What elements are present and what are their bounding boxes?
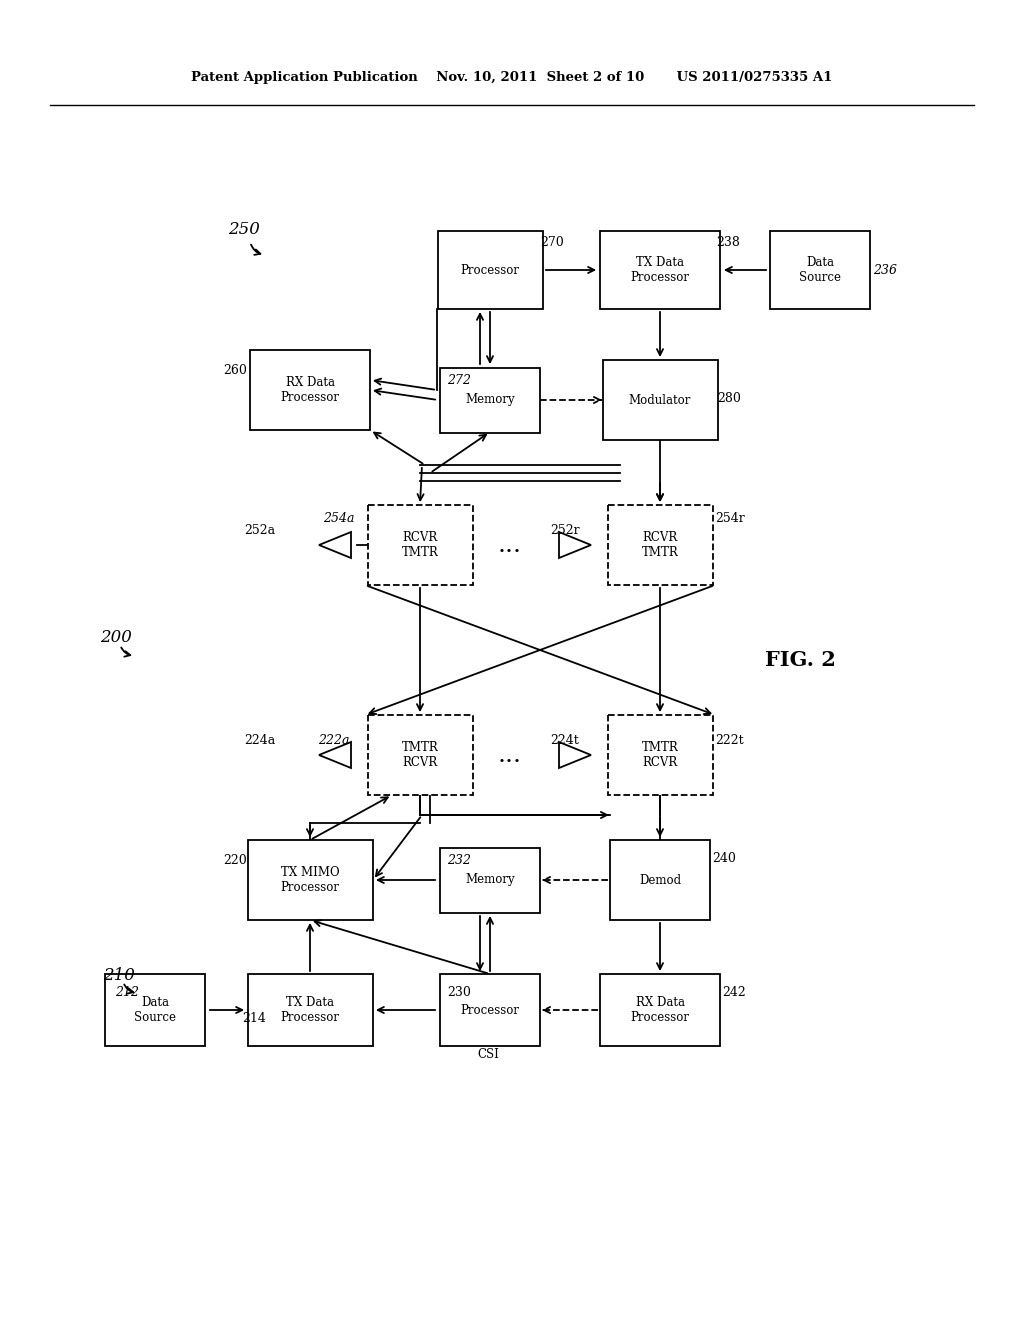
Text: 252r: 252r: [550, 524, 580, 536]
Text: 222a: 222a: [318, 734, 350, 747]
Text: 220: 220: [223, 854, 247, 866]
Text: 224t: 224t: [550, 734, 579, 747]
Text: Patent Application Publication    Nov. 10, 2011  Sheet 2 of 10       US 2011/027: Patent Application Publication Nov. 10, …: [191, 71, 833, 84]
Text: Data
Source: Data Source: [799, 256, 841, 284]
Bar: [600, 974, 720, 1045]
Text: 212: 212: [115, 986, 139, 998]
Text: 214: 214: [242, 1011, 266, 1024]
Text: TX MIMO
Processor: TX MIMO Processor: [281, 866, 340, 894]
Text: 222t: 222t: [715, 734, 743, 747]
Text: 230: 230: [447, 986, 471, 998]
Text: RCVR
TMTR: RCVR TMTR: [642, 531, 678, 558]
Text: 236: 236: [873, 264, 897, 276]
Text: TMTR
RCVR: TMTR RCVR: [642, 741, 678, 770]
Text: Data
Source: Data Source: [134, 997, 176, 1024]
Bar: [440, 974, 540, 1045]
Text: 240: 240: [712, 851, 736, 865]
Text: 242: 242: [722, 986, 745, 998]
Bar: [440, 367, 540, 433]
Text: Processor: Processor: [461, 1003, 519, 1016]
Text: 272: 272: [447, 375, 471, 388]
Bar: [250, 350, 370, 430]
Text: Memory: Memory: [465, 393, 515, 407]
Text: 224a: 224a: [244, 734, 275, 747]
Text: 238: 238: [716, 236, 740, 249]
Text: Memory: Memory: [465, 874, 515, 887]
Text: Modulator: Modulator: [629, 393, 691, 407]
Bar: [368, 506, 472, 585]
Text: 270: 270: [540, 236, 564, 249]
Bar: [600, 231, 720, 309]
Bar: [607, 715, 713, 795]
Text: FIG. 2: FIG. 2: [765, 649, 836, 671]
Text: CSI: CSI: [477, 1048, 499, 1061]
Text: TX Data
Processor: TX Data Processor: [631, 256, 689, 284]
Text: RX Data
Processor: RX Data Processor: [631, 997, 689, 1024]
Text: RX Data
Processor: RX Data Processor: [281, 376, 340, 404]
Text: TX Data
Processor: TX Data Processor: [281, 997, 340, 1024]
Text: 254r: 254r: [715, 511, 744, 524]
Bar: [105, 974, 205, 1045]
Bar: [368, 715, 472, 795]
Text: 280: 280: [717, 392, 741, 404]
Text: 252a: 252a: [244, 524, 275, 536]
Text: ...: ...: [498, 743, 522, 767]
Text: 260: 260: [223, 363, 247, 376]
Bar: [770, 231, 870, 309]
Text: Processor: Processor: [461, 264, 519, 276]
Text: 200: 200: [100, 630, 132, 647]
Bar: [602, 360, 718, 440]
Text: 210: 210: [103, 966, 135, 983]
Bar: [437, 231, 543, 309]
Text: ...: ...: [498, 533, 522, 557]
Text: 232: 232: [447, 854, 471, 866]
Bar: [248, 840, 373, 920]
Text: TMTR
RCVR: TMTR RCVR: [401, 741, 438, 770]
Text: 254a: 254a: [324, 511, 355, 524]
Bar: [248, 974, 373, 1045]
Bar: [440, 847, 540, 912]
Bar: [607, 506, 713, 585]
Bar: [610, 840, 710, 920]
Text: Demod: Demod: [639, 874, 681, 887]
Text: RCVR
TMTR: RCVR TMTR: [401, 531, 438, 558]
Text: 250: 250: [228, 222, 260, 239]
